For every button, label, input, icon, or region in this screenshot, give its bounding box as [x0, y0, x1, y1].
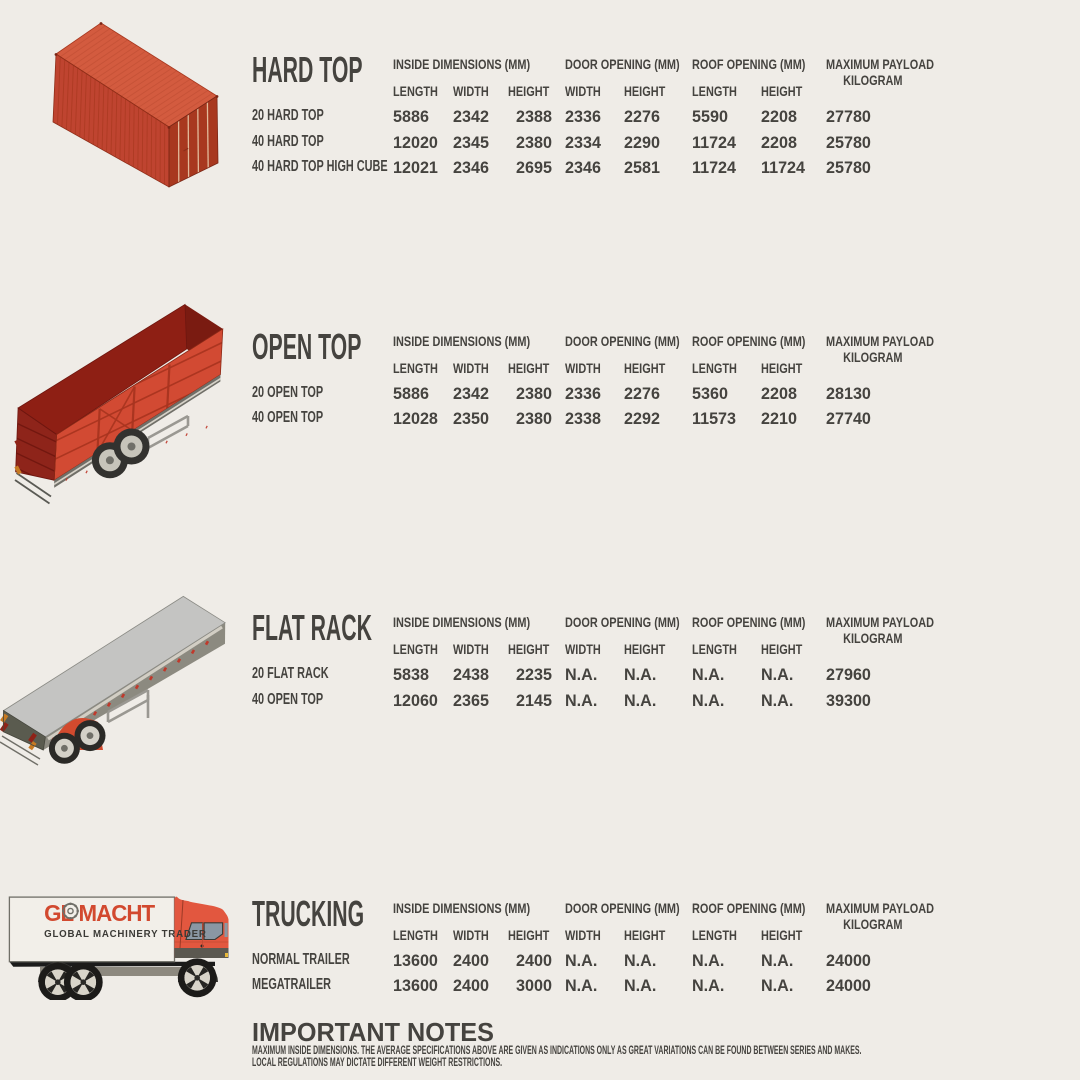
svg-text:MACHT: MACHT [79, 900, 156, 926]
svg-text:GLOBAL MACHINERY TRADER: GLOBAL MACHINERY TRADER [44, 929, 207, 940]
